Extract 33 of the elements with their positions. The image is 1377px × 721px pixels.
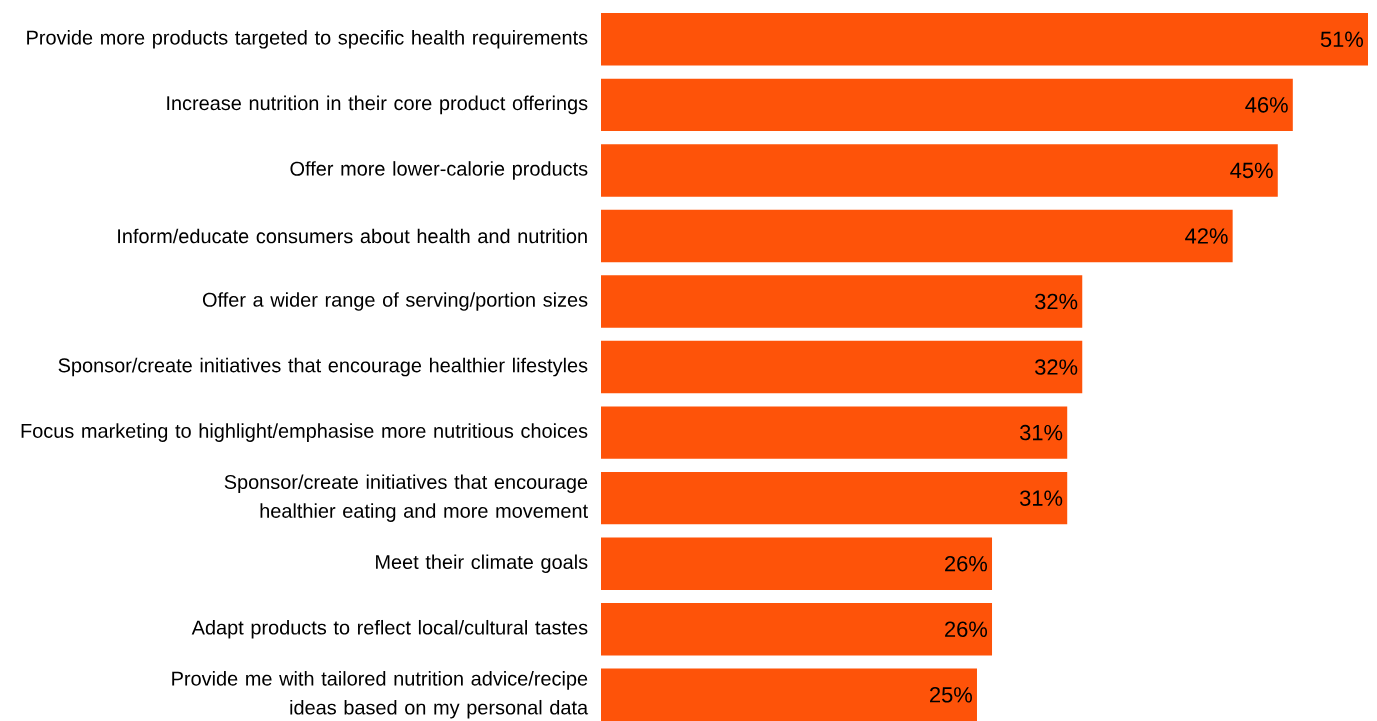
data-label: 42% [1185, 228, 1228, 244]
data-label: 45% [1230, 162, 1273, 179]
data-label: 31% [1019, 490, 1063, 506]
y-tick-label: Offer a wider range of serving/portion sizes [202, 292, 588, 311]
y-tick-label: Increase nutrition in their core product offerings [167, 95, 588, 115]
data-label: 32% [1035, 359, 1078, 375]
y-tick-label: Offer more lower-calorie products [290, 161, 588, 180]
y-tick-label: Focus marketing to highlight/emphasise more nutritious choices [21, 423, 588, 442]
y-tick-label: Provide more products targeted to specific health requirements [27, 30, 588, 49]
y-tick-label: Sponsor/create initiatives that encourage healthier lifestyles [58, 357, 588, 377]
bar [601, 668, 977, 721]
y-tick-label: Provide me with tailored nutrition advice/recipe ideas based on my personal data [172, 671, 589, 719]
bar [601, 537, 993, 590]
data-label: 46% [1245, 97, 1288, 113]
data-label: 32% [1035, 293, 1078, 310]
y-tick-label: Meet their climate goals [376, 554, 588, 573]
bar [601, 340, 1083, 394]
y-tick-label: Inform/educate consumers about health and nutrition [118, 228, 587, 244]
bar [601, 209, 1233, 263]
bar [601, 78, 1293, 132]
bar [601, 471, 1068, 525]
bar [601, 406, 1068, 459]
bar [601, 275, 1083, 328]
data-label: 26% [945, 555, 988, 572]
y-tick-label: Adapt products to reflect local/cultural tastes [191, 619, 588, 639]
bar [601, 144, 1278, 197]
data-label: 51% [1320, 31, 1364, 48]
y-tick-label: Sponsor/create initiatives that encourage healthier eating and more movement [224, 474, 588, 522]
bar [601, 13, 1368, 66]
data-label: 25% [930, 687, 972, 703]
data-label: 26% [945, 621, 988, 638]
data-label: 31% [1019, 424, 1063, 441]
bar [601, 603, 993, 656]
